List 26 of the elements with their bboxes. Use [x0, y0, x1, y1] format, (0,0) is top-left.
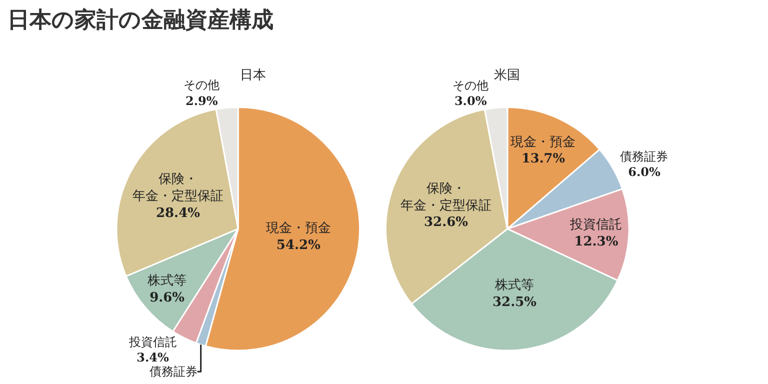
slice-label: 債務証券: [149, 364, 198, 379]
slice-label: 保険・年金・定型保証: [132, 172, 224, 204]
slice-label: 現金・預金: [266, 221, 331, 236]
slice-label: その他: [452, 78, 489, 92]
data-label: 13.7%: [521, 152, 565, 167]
chart-subtitle: 米国: [494, 68, 520, 83]
data-label: 32.6%: [424, 215, 469, 230]
slice-label: 保険・年金・定型保証: [400, 181, 492, 214]
slice-label: 投資信託: [569, 217, 622, 232]
data-label: 6.0%: [628, 165, 661, 180]
slice-label: 株式等: [146, 273, 187, 288]
data-label: 9.6%: [150, 290, 186, 306]
slice-label: 債務証券: [620, 150, 668, 164]
chart-title: 日本の家計の金融資産構成: [8, 6, 274, 33]
slice-label: 投資信託: [128, 334, 177, 349]
data-label: 32.5%: [492, 295, 538, 310]
data-label: 3.4%: [136, 350, 170, 365]
slice-label: 株式等: [494, 278, 534, 294]
chart-subtitle: 日本: [240, 68, 266, 83]
data-label: 28.4%: [156, 206, 201, 221]
slice-label: 現金・預金: [510, 134, 576, 150]
data-label: 3.0%: [454, 94, 488, 108]
data-label: 2.9%: [186, 94, 218, 108]
data-label: 12.3%: [574, 234, 619, 250]
slice-label: その他: [184, 78, 220, 92]
data-label: 54.2%: [276, 238, 322, 254]
